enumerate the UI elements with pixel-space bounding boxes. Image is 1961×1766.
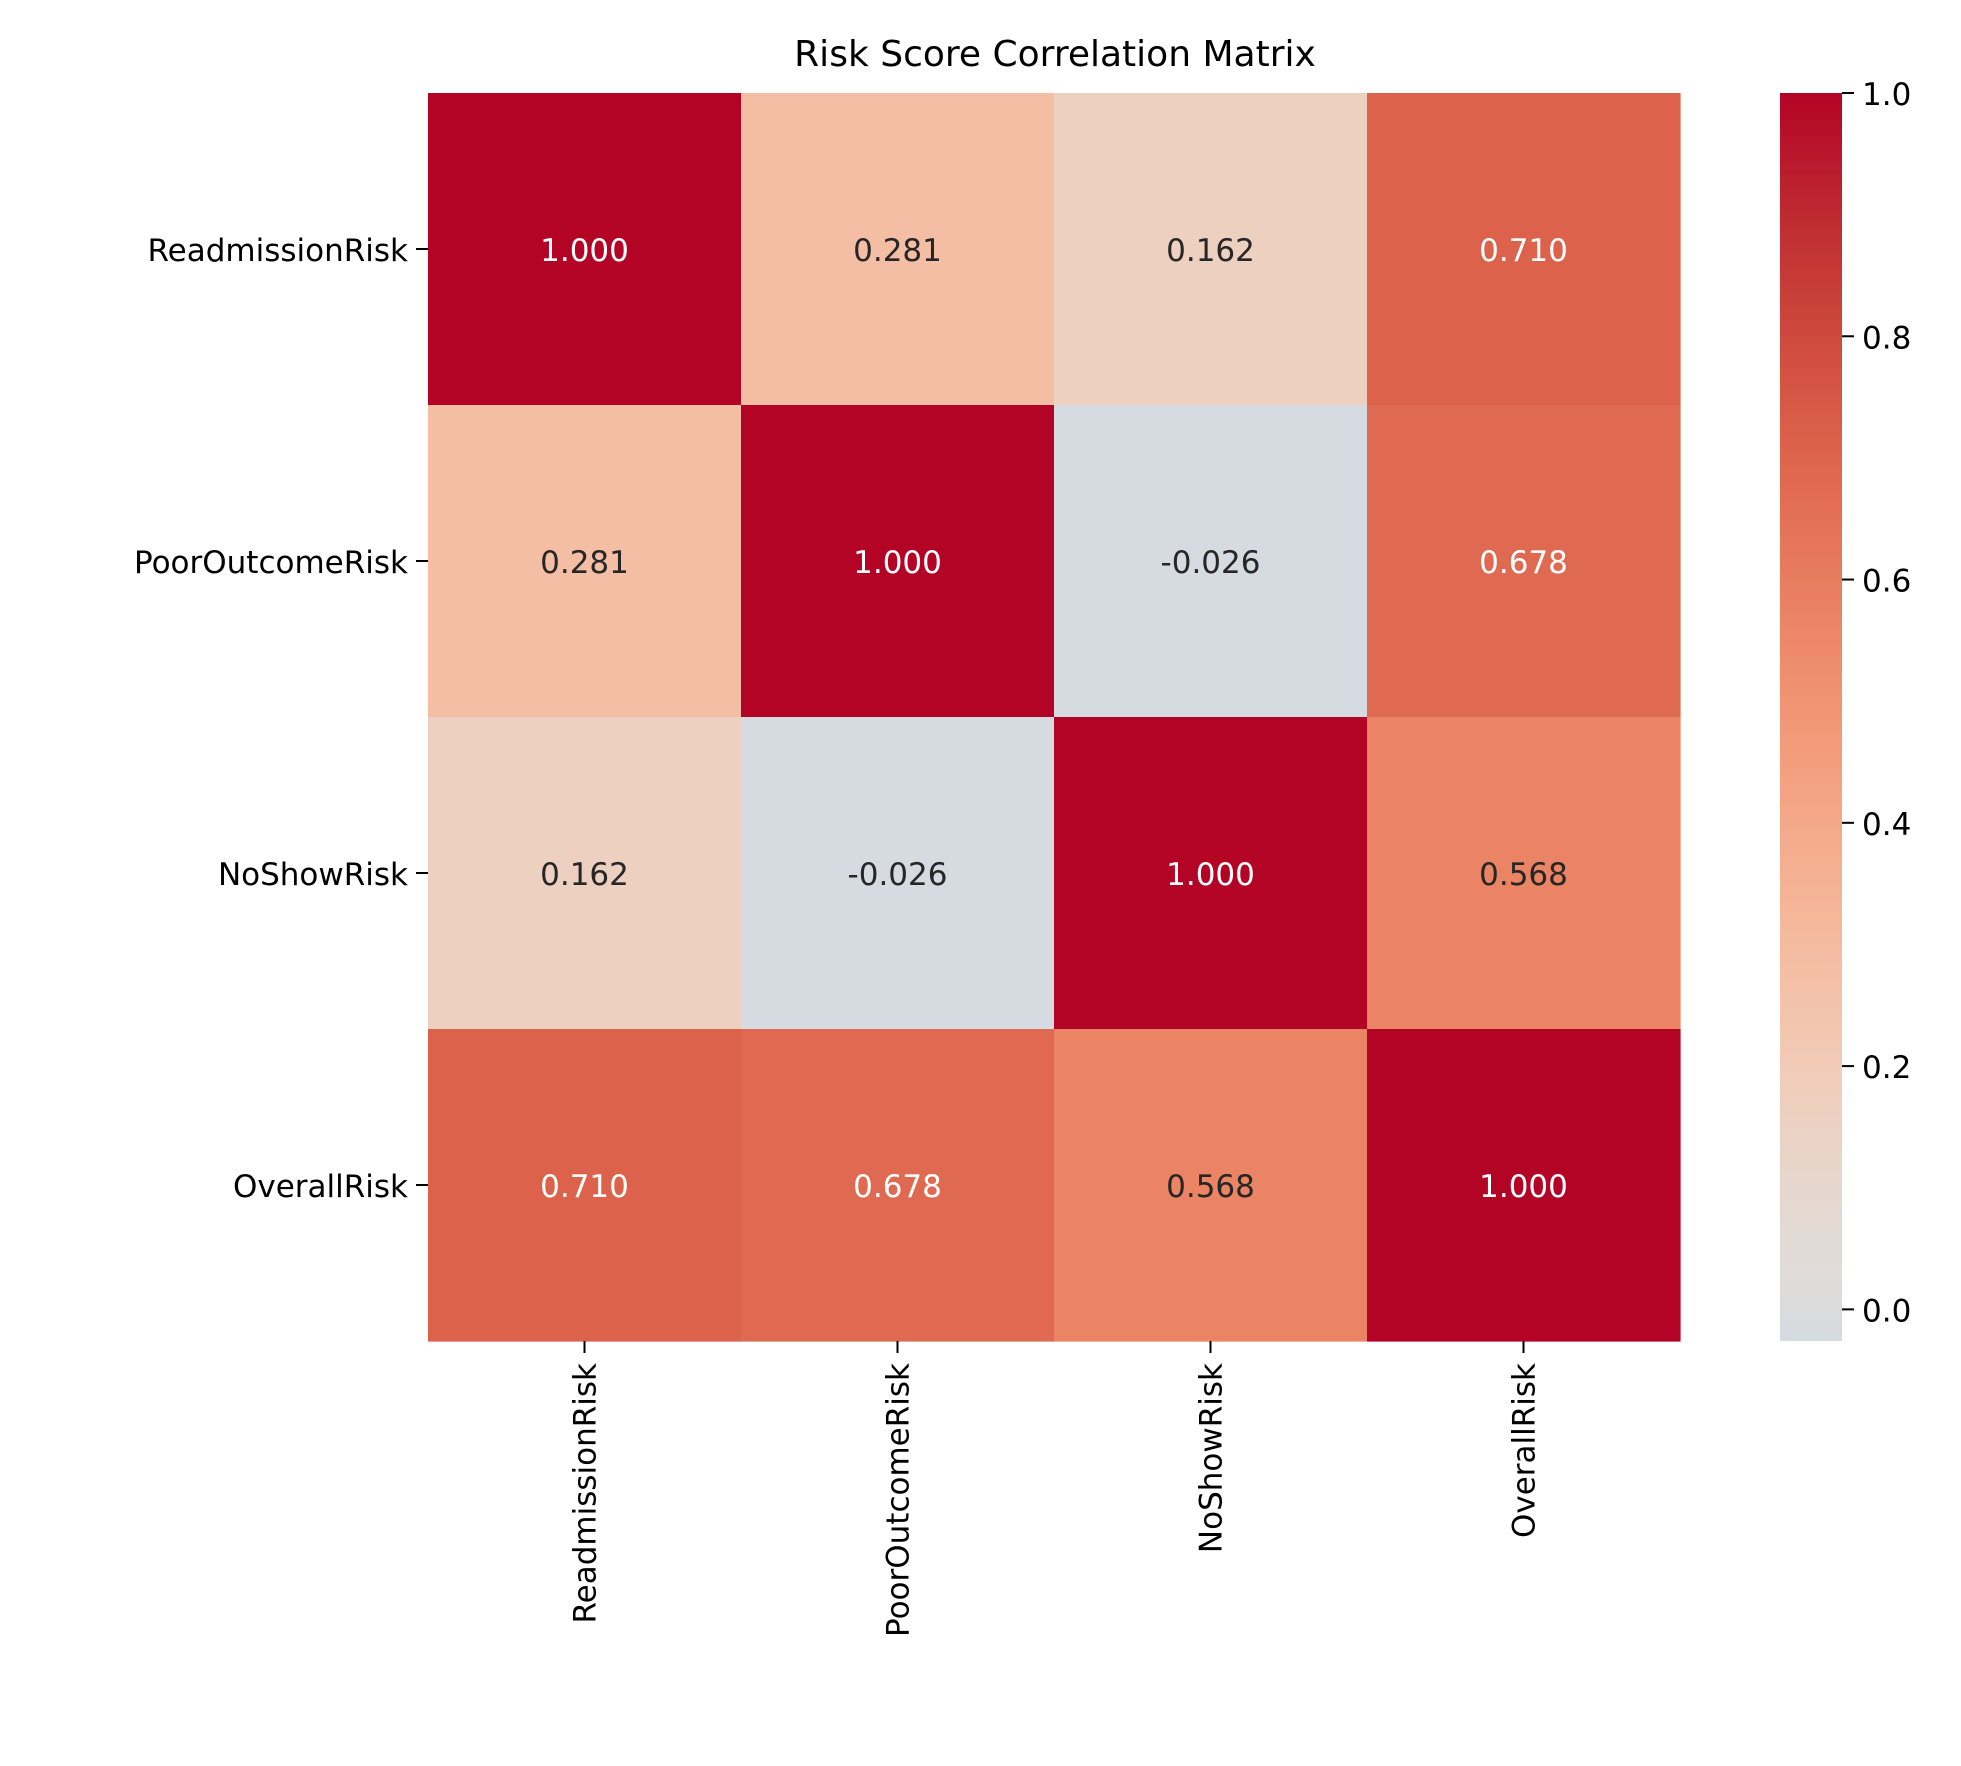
heatmap-cell-labels: 1.000 0.281 0.162 0.710 0.281 1.000 -0.026 0.67… bbox=[540, 233, 1568, 1205]
colorbar-tick-label: 0.4 bbox=[1862, 807, 1911, 843]
y-tick-label: ReadmissionRisk bbox=[148, 233, 409, 269]
heatmap-cell-label: 0.162 bbox=[1166, 233, 1255, 269]
y-tick-label: NoShowRisk bbox=[218, 857, 408, 893]
x-tick-label: PoorOutcomeRisk bbox=[881, 1363, 917, 1637]
y-axis: ReadmissionRisk PoorOutcomeRisk NoShowRisk… bbox=[134, 233, 428, 1205]
heatmap-cell-label: -0.026 bbox=[848, 857, 948, 893]
heatmap-cell bbox=[1054, 1029, 1368, 1342]
heatmap-cell-label: 1.000 bbox=[1479, 1169, 1568, 1205]
colorbar-tick-label: 0.6 bbox=[1862, 564, 1911, 600]
heatmap-cell bbox=[741, 717, 1055, 1030]
heatmap-cell bbox=[1367, 405, 1681, 718]
heatmap-cell-label: 0.710 bbox=[1479, 233, 1568, 269]
heatmap-cell bbox=[428, 1029, 742, 1342]
x-tick-label: OverallRisk bbox=[1507, 1363, 1543, 1538]
heatmap-cell bbox=[1367, 93, 1681, 406]
heatmap-cell bbox=[428, 405, 742, 718]
chart-title: Risk Score Correlation Matrix bbox=[794, 34, 1316, 75]
heatmap-cell-label: 0.678 bbox=[853, 1169, 942, 1205]
heatmap-cell-label: 0.281 bbox=[853, 233, 942, 269]
colorbar-gradient bbox=[1780, 93, 1842, 1341]
x-tick-label: NoShowRisk bbox=[1194, 1363, 1230, 1553]
heatmap-cell bbox=[741, 405, 1055, 718]
heatmap-cell bbox=[1054, 717, 1368, 1030]
heatmap-cell bbox=[741, 93, 1055, 406]
colorbar-tick-label: 0.2 bbox=[1862, 1050, 1911, 1086]
colorbar: 0.0 0.2 0.4 0.6 0.8 1.0 bbox=[1780, 77, 1911, 1341]
heatmap-cell-label: 0.568 bbox=[1479, 857, 1568, 893]
heatmap-cell-label: 0.678 bbox=[1479, 545, 1568, 581]
colorbar-tick-label: 0.0 bbox=[1862, 1293, 1911, 1329]
heatmap-cell bbox=[1054, 405, 1368, 718]
colorbar-tick-label: 1.0 bbox=[1862, 77, 1911, 113]
heatmap-cell-label: 0.162 bbox=[540, 857, 629, 893]
heatmap-cell bbox=[1054, 93, 1368, 406]
heatmap-cell bbox=[428, 717, 742, 1030]
heatmap-cell-label: 1.000 bbox=[1166, 857, 1255, 893]
heatmap-cell-label: 1.000 bbox=[540, 233, 629, 269]
heatmap-cell bbox=[1367, 1029, 1681, 1342]
heatmap-cell bbox=[741, 1029, 1055, 1342]
heatmap-cell bbox=[428, 93, 742, 406]
heatmap-cell-label: -0.026 bbox=[1161, 545, 1261, 581]
colorbar-tick-label: 0.8 bbox=[1862, 320, 1911, 356]
heatmap-cell-label: 0.568 bbox=[1166, 1169, 1255, 1205]
y-tick-label: OverallRisk bbox=[233, 1169, 408, 1205]
x-axis: ReadmissionRisk PoorOutcomeRisk NoShowRisk… bbox=[568, 1341, 1543, 1637]
heatmap-cell-label: 0.710 bbox=[540, 1169, 629, 1205]
y-tick-label: PoorOutcomeRisk bbox=[134, 545, 408, 581]
heatmap-cells bbox=[428, 93, 1681, 1342]
x-tick-label: ReadmissionRisk bbox=[568, 1363, 604, 1624]
heatmap-cell-label: 1.000 bbox=[853, 545, 942, 581]
heatmap-cell bbox=[1367, 717, 1681, 1030]
heatmap-cell-label: 0.281 bbox=[540, 545, 629, 581]
